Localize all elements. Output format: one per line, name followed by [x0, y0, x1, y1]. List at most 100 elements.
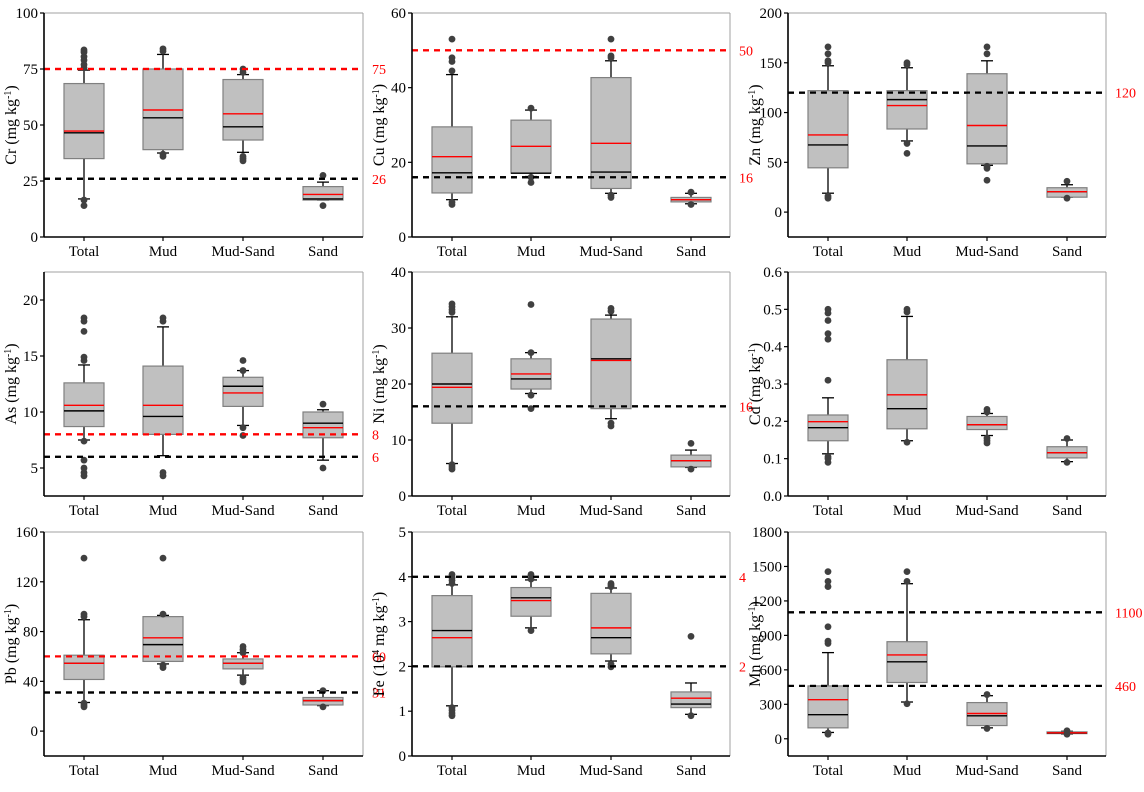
- x-tick-label-mud-sand: Mud-Sand: [579, 244, 643, 260]
- y-axis-label: Pb (mg kg-1): [3, 604, 21, 684]
- box-total: [63, 46, 105, 210]
- outlier-point: [1063, 194, 1071, 202]
- y-tick-label: 50: [767, 155, 782, 171]
- outlier-point: [824, 577, 832, 585]
- y-tick-label: 50: [23, 118, 38, 134]
- box-mud: [886, 305, 928, 446]
- outlier-point: [903, 577, 911, 585]
- outlier-point: [159, 610, 167, 618]
- outlier-point: [448, 704, 456, 712]
- x-tick-label-total: Total: [813, 763, 844, 779]
- outlier-point: [527, 301, 535, 308]
- reference-label-75: 75: [372, 63, 386, 78]
- outlier-point: [527, 173, 535, 181]
- outlier-point: [159, 661, 167, 669]
- outlier-point: [607, 580, 615, 587]
- outlier-point: [607, 35, 615, 43]
- outlier-point: [527, 571, 535, 578]
- outlier-point: [1063, 459, 1071, 466]
- outlier-point: [80, 610, 88, 618]
- iqr-box: [222, 376, 264, 407]
- outlier-point: [159, 469, 167, 476]
- x-tick-label-mud: Mud: [517, 244, 546, 260]
- outlier-point: [824, 57, 832, 65]
- reference-label-16: 16: [739, 400, 753, 415]
- box-mud: [510, 301, 552, 413]
- outlier-point: [448, 461, 456, 469]
- iqr-box: [966, 73, 1008, 165]
- box-sand: [670, 188, 712, 208]
- outlier-point: [527, 179, 535, 186]
- y-tick-label: 4: [399, 570, 407, 586]
- box-mud-sand: [222, 65, 264, 165]
- y-tick-label: 0: [399, 749, 407, 765]
- outlier-point: [824, 729, 832, 737]
- outlier-point: [527, 627, 535, 634]
- box-mud-sand: [966, 691, 1008, 732]
- x-tick-label-mud: Mud: [149, 763, 178, 779]
- y-tick-label: 0: [399, 489, 407, 505]
- x-tick-label-mud-sand: Mud-Sand: [579, 763, 643, 779]
- reference-label-26: 26: [372, 173, 386, 188]
- outlier-point: [824, 335, 832, 343]
- x-tick-label-total: Total: [813, 503, 844, 519]
- y-tick-label: 80: [23, 625, 38, 641]
- outlier-point: [527, 349, 535, 357]
- y-tick-label: 10: [23, 405, 38, 421]
- outlier-point: [319, 703, 327, 711]
- outlier-point: [527, 405, 535, 413]
- outlier-point: [159, 45, 167, 53]
- box-total: [63, 554, 105, 711]
- outlier-point: [983, 43, 991, 51]
- y-tick-label: 20: [391, 377, 406, 393]
- box-total: [807, 568, 849, 738]
- y-tick-label: 20: [391, 155, 406, 171]
- x-tick-label-sand: Sand: [1052, 503, 1083, 519]
- panel-cu: 50 16 0 20 40 60 Total Mud Mud-Sand Sand Cu (mg kg…: [371, 6, 754, 260]
- iqr-box: [807, 685, 849, 729]
- outlier-point: [1063, 177, 1071, 185]
- reference-label-460: 460: [1115, 680, 1136, 695]
- x-tick-label-mud: Mud: [149, 503, 178, 519]
- panel-as: 8 6 5 10 15 20 Total Mud Mud-Sand Sand As (mg kg-1…: [3, 271, 379, 519]
- y-tick-label: 25: [23, 174, 38, 190]
- y-tick-label: 0: [775, 205, 783, 221]
- outlier-point: [824, 623, 832, 631]
- y-axis-label: Cd (mg kg-1): [747, 343, 765, 425]
- outlier-point: [239, 357, 247, 364]
- outlier-point: [80, 314, 88, 322]
- outlier-point: [983, 434, 991, 442]
- outlier-point: [983, 176, 991, 184]
- panel-ni: 16 0 10 20 30 40 Total Mud Mud-Sand Sand Ni (mg kg…: [371, 265, 754, 519]
- x-tick-label-sand: Sand: [308, 244, 339, 260]
- outlier-point: [824, 583, 832, 590]
- y-tick-label: 15: [23, 349, 38, 365]
- x-tick-label-mud: Mud: [517, 503, 546, 519]
- iqr-box: [63, 82, 105, 160]
- x-tick-label-mud-sand: Mud-Sand: [955, 244, 1019, 260]
- box-mud: [886, 59, 928, 157]
- box-total: [63, 314, 105, 480]
- panel-cd: 0.0 0.1 0.2 0.3 0.4 0.5 0.6 Total Mud Mud-Sand San…: [747, 265, 1107, 519]
- y-tick-label: 100: [16, 6, 39, 22]
- y-tick-label: 1200: [752, 594, 782, 610]
- panel-mn: 1100 460 0 300 600 900 1200 1500 1800 Total Mud Mud…: [747, 525, 1143, 779]
- outlier-point: [319, 400, 327, 408]
- x-tick-label-sand: Sand: [676, 244, 707, 260]
- panel-pb: 60 31 0 40 80 120 160 Total Mud Mud-Sand Sand Pb (m…: [3, 525, 387, 779]
- box-mud-sand: [966, 405, 1008, 447]
- outlier-point: [824, 330, 832, 337]
- outlier-point: [80, 554, 88, 562]
- box-sand: [670, 439, 712, 473]
- box-total: [431, 300, 473, 473]
- x-tick-label-total: Total: [69, 244, 100, 260]
- y-tick-label: 0: [775, 732, 783, 748]
- box-total: [431, 571, 473, 720]
- y-axis-label: Fe (104 mg kg-1): [371, 592, 389, 696]
- x-tick-label-sand: Sand: [308, 503, 339, 519]
- iqr-box: [63, 654, 105, 681]
- iqr-box: [886, 90, 928, 130]
- outlier-point: [607, 305, 615, 312]
- outlier-point: [159, 314, 167, 322]
- outlier-point: [239, 367, 247, 374]
